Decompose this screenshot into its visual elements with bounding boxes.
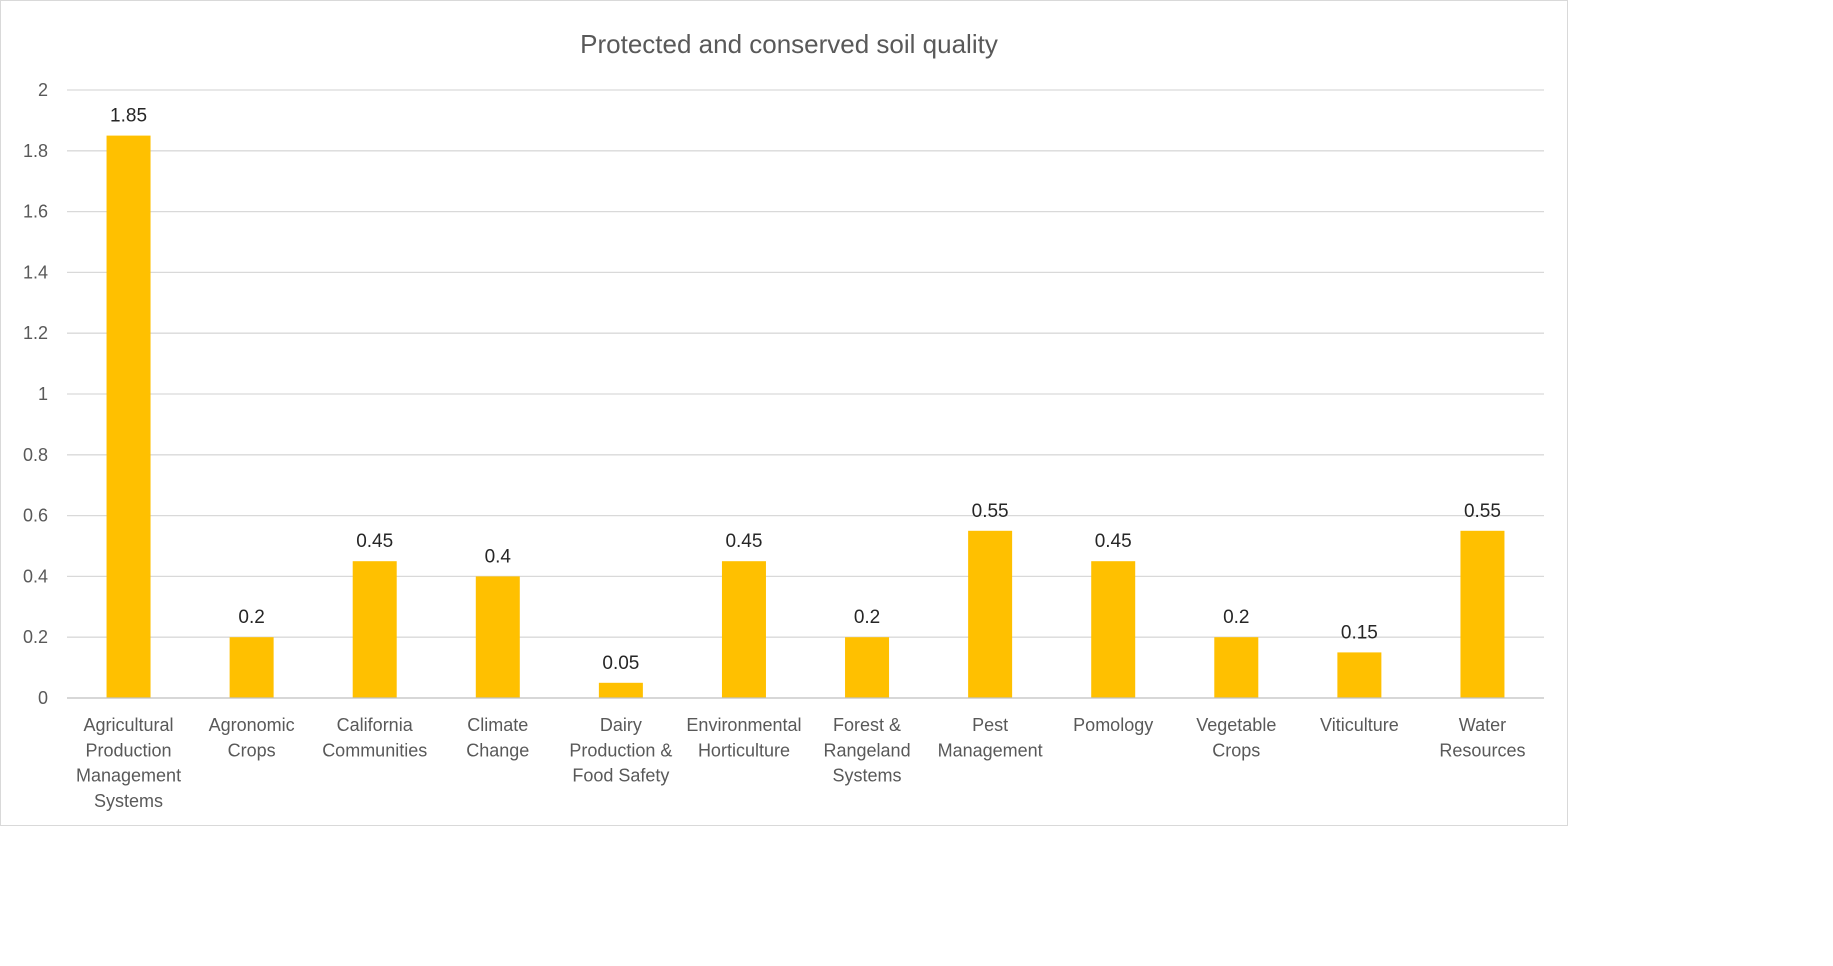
category-label: Agronomic Crops <box>209 715 295 760</box>
data-label: 1.85 <box>110 106 147 127</box>
data-label: 0.55 <box>1464 501 1501 522</box>
category-label: California Communities <box>322 715 427 760</box>
y-tick-label: 1.8 <box>23 141 48 161</box>
category-label: Agricultural Production Management Systems <box>76 715 181 811</box>
bar <box>598 682 643 698</box>
category-label-line: Viticulture <box>1320 715 1399 735</box>
category-label: Forest & Rangeland Systems <box>824 715 911 786</box>
category-label-line: Vegetable <box>1196 715 1276 735</box>
category-label-line: Systems <box>94 791 163 811</box>
category-label-line: Management <box>938 740 1043 760</box>
category-label-line: Crops <box>1212 740 1260 760</box>
y-tick-label: 0.6 <box>23 506 48 526</box>
y-tick-label: 1 <box>38 384 48 404</box>
category-label-line: Agronomic <box>209 715 295 735</box>
category-label: Pest Management <box>938 715 1043 760</box>
category-label-line: Pomology <box>1073 715 1153 735</box>
category-label: Dairy Production & Food Safety <box>569 715 672 786</box>
x-axis-categories: Agricultural Production Management SystemsA… <box>76 715 1525 811</box>
data-label: 0.45 <box>725 531 762 552</box>
category-label-line: Production <box>86 740 172 760</box>
bar <box>1091 561 1136 698</box>
category-label-line: Systems <box>833 766 902 786</box>
category-label-line: Resources <box>1439 740 1525 760</box>
category-label: Climate Change <box>466 715 529 760</box>
bar <box>1214 637 1259 698</box>
y-tick-label: 1.6 <box>23 202 48 222</box>
category-label-line: Change <box>466 740 529 760</box>
bars <box>106 135 1505 699</box>
y-tick-label: 1.4 <box>23 262 48 282</box>
category-label-line: Management <box>76 766 181 786</box>
data-label: 0.45 <box>1095 531 1132 552</box>
bar <box>352 561 397 698</box>
y-tick-label: 0.8 <box>23 445 48 465</box>
bar <box>845 637 890 698</box>
bar <box>475 576 520 698</box>
category-label-line: Agricultural <box>84 715 174 735</box>
category-label-line: California <box>337 715 414 735</box>
bar <box>1337 652 1382 698</box>
data-label: 0.55 <box>972 501 1009 522</box>
category-label-line: Communities <box>322 740 427 760</box>
y-tick-label: 2 <box>38 80 48 100</box>
bar-chart: Protected and conserved soil quality 0 0.… <box>23 29 1544 811</box>
data-label: 0.2 <box>854 607 880 628</box>
bar <box>1460 530 1505 698</box>
data-label: 0.15 <box>1341 622 1378 643</box>
category-label-line: Crops <box>228 740 276 760</box>
data-label: 0.2 <box>1223 607 1249 628</box>
category-label: Water Resources <box>1439 715 1525 760</box>
data-label: 0.05 <box>602 653 639 674</box>
category-label-line: Water <box>1459 715 1506 735</box>
gridlines <box>67 89 1544 638</box>
data-label: 0.2 <box>238 607 264 628</box>
category-label: Environmental Horticulture <box>686 715 801 760</box>
category-label: Pomology <box>1073 715 1153 735</box>
y-axis-ticks: 0 0.2 0.4 0.6 0.8 1 1.2 1.4 1.6 1.8 2 <box>23 80 48 708</box>
category-label: Viticulture <box>1320 715 1399 735</box>
y-tick-label: 0 <box>38 688 48 708</box>
category-label-line: Dairy <box>600 715 642 735</box>
category-label-line: Rangeland <box>824 740 911 760</box>
y-tick-label: 1.2 <box>23 323 48 343</box>
bar <box>229 637 274 698</box>
category-label-line: Production & <box>569 740 672 760</box>
data-labels: 1.85 0.2 0.45 0.4 0.05 0.45 0.2 0.55 0.45 0.2 0.15… <box>110 106 1501 674</box>
bar <box>106 135 151 699</box>
data-label: 0.4 <box>485 546 512 567</box>
category-label-line: Environmental <box>686 715 801 735</box>
chart-title: Protected and conserved soil quality <box>580 29 998 59</box>
category-label-line: Pest <box>972 715 1008 735</box>
category-label-line: Climate <box>467 715 528 735</box>
category-label-line: Horticulture <box>698 740 790 760</box>
data-label: 0.45 <box>356 531 393 552</box>
category-label-line: Food Safety <box>572 766 669 786</box>
y-tick-label: 0.2 <box>23 627 48 647</box>
bar <box>968 530 1013 698</box>
category-label: Vegetable Crops <box>1196 715 1276 760</box>
y-tick-label: 0.4 <box>23 566 48 586</box>
category-label-line: Forest & <box>833 715 901 735</box>
bar <box>721 561 766 698</box>
